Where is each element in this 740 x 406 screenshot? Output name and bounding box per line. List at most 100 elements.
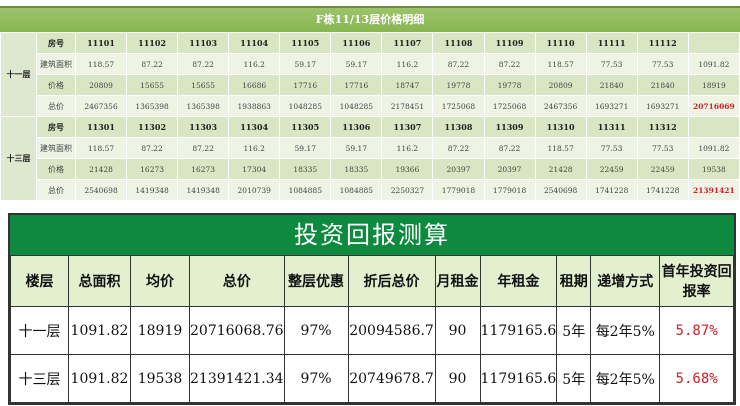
cell: 1725068 [483,95,536,117]
cell: 77.53 [636,53,689,75]
column-header: 均价 [130,255,190,307]
cell: 21428 [534,158,587,180]
cell: 116.2 [228,137,281,159]
table-row: 十三层 房号 11301 11302 11303 11304 11305 11306 11307… [0,116,740,201]
cell: 21840 [585,74,638,96]
cell: 87.22 [483,137,536,159]
cell: 11304 [228,116,281,138]
cell: 11310 [534,116,587,138]
cell: 2010739 [228,179,281,201]
row-label: 价格 [36,158,76,180]
cell: 11307 [381,116,434,138]
floor-label: 十三层 [0,116,37,201]
cell: 97% [283,306,349,355]
cell: 11301 [74,116,128,138]
cell: 1779018 [483,179,536,201]
cell: 1741228 [636,179,689,201]
cell: 90 [434,354,481,403]
cell: 18919 [130,306,190,355]
column-header: 总价 [189,255,285,307]
cell: 19538 [687,158,740,180]
cell: 11101 [74,32,128,54]
cell: 1779018 [432,179,485,201]
cell: 20809 [534,74,587,96]
column-header: 折后总价 [347,255,436,307]
cell: 20749678.7 [347,354,436,403]
cell: 90 [434,306,481,355]
cell: 116.2 [381,53,434,75]
cell: 十一层 [10,306,69,355]
cell: 118.57 [74,53,128,75]
table-row: 十一层 房号 11101 11102 11103 11104 11105 11106 11107… [0,32,740,117]
cell: 19366 [381,158,434,180]
cell: 116.2 [381,137,434,159]
cell: 118.57 [534,53,587,75]
cell: 21391421 [687,179,740,201]
cell: 每2年5% [590,306,661,355]
cell: 20716069 [687,95,740,117]
cell: 11111 [585,32,638,54]
cell: 20716068.76 [189,306,285,355]
cell: 11107 [381,32,434,54]
cell: 2467356 [534,95,587,117]
table-row: 价格 21428 16273 16273 17304 18335 18335 19366 203… [1,158,740,180]
cell: 17716 [279,74,332,96]
cell: 20397 [432,158,485,180]
table-row: 价格 20809 15655 15655 16686 17716 17716 18747 197… [1,74,740,96]
cell: 11311 [585,116,638,138]
cell: 5年 [556,354,592,403]
investment-return-table: 投资回报测算 楼层 总面积 均价 总价 整层优惠 折后总价 月租金 年租金 租期 递增方式 首年投资… [8,213,736,405]
row-label: 建筑面积 [36,53,76,75]
cell: 11109 [483,32,536,54]
cell: 59.17 [330,53,383,75]
cell: 1084885 [279,179,332,201]
cell: 77.53 [585,53,638,75]
column-header: 租期 [556,255,592,307]
cell: 1938863 [228,95,281,117]
cell: 20809 [74,74,128,96]
cell: 87.22 [432,53,485,75]
cell [687,32,740,54]
cell: 1091.82 [68,306,131,355]
cell: 11106 [330,32,383,54]
cell: 11312 [636,116,689,138]
cell: 18747 [381,74,434,96]
row-label: 价格 [36,74,76,96]
cell: 19778 [483,74,536,96]
cell: 59.17 [279,53,332,75]
cell: 2250327 [381,179,434,201]
price-detail-table: F栋11/13层价格明细 十一层 房号 11101 11102 11103 11104 11… [0,6,740,201]
cell: 1091.82 [687,53,740,75]
cell: 11306 [330,116,383,138]
cell: 2540698 [534,179,587,201]
table-row: 总价 2467356 1365398 1365398 1938863 1048285 104… [1,95,740,117]
cell: 77.53 [585,137,638,159]
cell: 59.17 [330,137,383,159]
cell: 59.17 [279,137,332,159]
cell: 16686 [228,74,281,96]
cell: 11104 [228,32,281,54]
cell: 11302 [126,116,179,138]
cell: 11105 [279,32,332,54]
cell: 21391421.34 [189,354,285,403]
cell: 十三层 [10,354,69,403]
table-row: 十三层 1091.82 19538 21391421.34 97% 20749678.7 9… [10,354,734,403]
cell: 21840 [636,74,689,96]
cell: 11305 [279,116,332,138]
cell: 118.57 [74,137,128,159]
cell: 1693271 [585,95,638,117]
cell: 11108 [432,32,485,54]
cell: 87.22 [483,53,536,75]
cell: 1091.82 [687,137,740,159]
cell: 5.68% [659,354,734,403]
cell: 1179165.6 [479,354,558,403]
cell: 1048285 [279,95,332,117]
cell: 11110 [534,32,587,54]
header-row: 楼层 总面积 均价 总价 整层优惠 折后总价 月租金 年租金 租期 递增方式 首年投资回报率 [10,255,734,307]
cell: 16273 [126,158,179,180]
cell: 11308 [432,116,485,138]
cell: 11309 [483,116,536,138]
cell: 97% [283,354,349,403]
cell: 87.22 [177,137,230,159]
column-header: 总面积 [68,255,131,307]
